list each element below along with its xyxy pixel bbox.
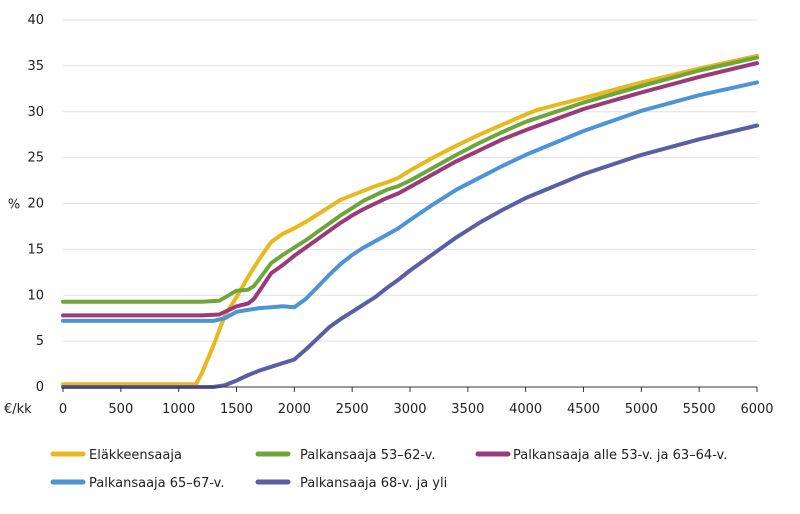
x-tick-label: 2500 bbox=[336, 402, 369, 417]
legend: Eläkkeensaaja Palkansaaja 53–62-v. Palkans… bbox=[50, 448, 727, 491]
y-tick-label: 30 bbox=[27, 105, 44, 120]
x-tick-label: 2000 bbox=[278, 402, 311, 417]
x-tick-label: 5500 bbox=[683, 402, 716, 417]
x-axis-label: €/kk bbox=[4, 402, 32, 417]
legend-label-2: Palkansaaja 53–62-v. bbox=[300, 448, 436, 463]
x-tick-label: 3000 bbox=[393, 402, 426, 417]
legend-label-5: Palkansaaja 68-v. ja yli bbox=[300, 476, 447, 491]
y-tick-label: 10 bbox=[27, 288, 44, 303]
grid-layer bbox=[63, 19, 757, 342]
series-line-3 bbox=[61, 61, 759, 318]
x-tick-label: 6000 bbox=[740, 402, 773, 417]
y-tick-label: 35 bbox=[27, 59, 44, 74]
y-tick-label: 0 bbox=[36, 380, 44, 395]
axis-layer: 0 5 10 15 20 25 30 35 40 0 500 1000 1500 2000 2500 3000… bbox=[4, 13, 774, 417]
y-tick-label: 40 bbox=[27, 13, 44, 28]
x-tick-label: 500 bbox=[108, 402, 133, 417]
y-tick-label: 25 bbox=[27, 151, 44, 166]
x-tick-label: 4000 bbox=[509, 402, 542, 417]
y-axis-label: % bbox=[8, 198, 20, 213]
series-layer bbox=[61, 53, 759, 389]
series-line-4 bbox=[61, 80, 759, 323]
legend-label-3: Palkansaaja alle 53-v. ja 63–64-v. bbox=[513, 448, 727, 463]
y-tick-label: 20 bbox=[27, 197, 44, 212]
series-line-2 bbox=[61, 55, 759, 304]
legend-label-4: Palkansaaja 65–67-v. bbox=[89, 476, 225, 491]
x-tick-label: 3500 bbox=[451, 402, 484, 417]
x-tick-label: 4500 bbox=[567, 402, 600, 417]
y-tick-label: 5 bbox=[36, 334, 44, 349]
legend-label-1: Eläkkeensaaja bbox=[89, 448, 182, 463]
y-tick-label: 15 bbox=[27, 242, 44, 257]
x-tick-label: 1500 bbox=[220, 402, 253, 417]
series-line-5 bbox=[61, 123, 759, 389]
x-tick-label: 0 bbox=[59, 402, 67, 417]
x-tick-label: 1000 bbox=[162, 402, 195, 417]
x-tick-label: 5000 bbox=[625, 402, 658, 417]
